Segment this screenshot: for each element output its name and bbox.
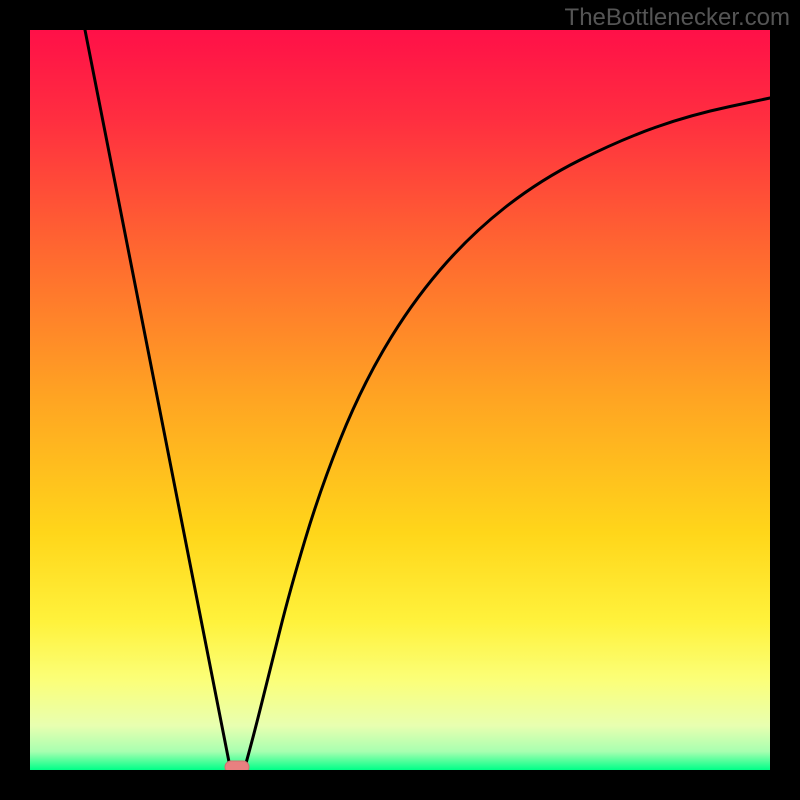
plot-background [30,30,770,770]
attribution-link[interactable]: TheBottlenecker.com [565,4,790,32]
chart-container: TheBottlenecker.com [0,0,800,800]
bottleneck-chart [0,0,800,800]
